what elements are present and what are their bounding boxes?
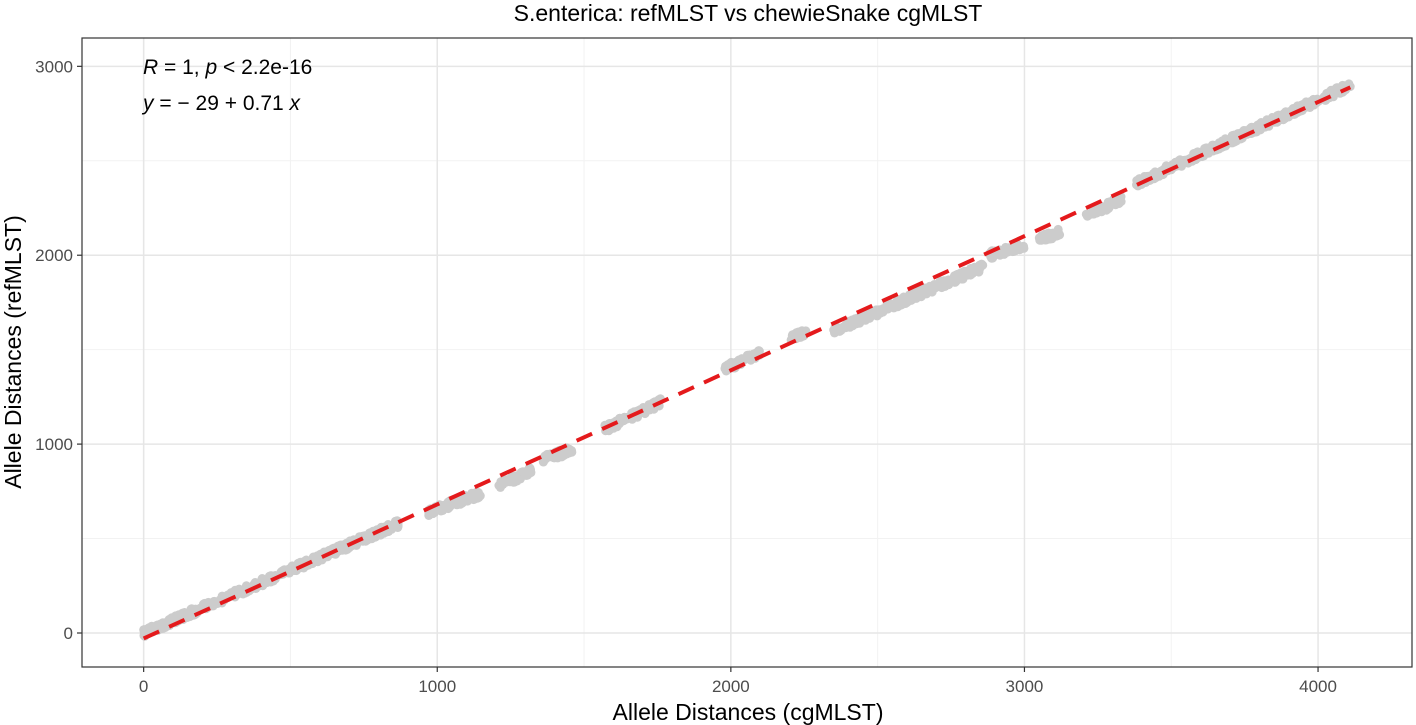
x-tick-label: 2000 [712, 677, 750, 696]
data-point [788, 330, 798, 340]
data-point [749, 349, 758, 359]
annot-y: y [141, 92, 155, 115]
x-tick-label: 4000 [1299, 677, 1337, 696]
x-tick-label: 0 [139, 677, 148, 696]
data-point [1344, 79, 1354, 89]
data-point [1009, 244, 1018, 254]
data-point [1102, 204, 1112, 214]
data-point [1016, 244, 1025, 253]
data-point [876, 308, 885, 318]
y-axis-title: Allele Distances (refMLST) [0, 215, 26, 489]
data-point [429, 507, 439, 517]
regression-annotation: y = − 29 + 0.71 x [141, 92, 302, 115]
data-point [1231, 136, 1241, 146]
data-point [720, 364, 730, 374]
data-point [973, 265, 983, 275]
data-points [139, 79, 1355, 641]
data-point [1274, 110, 1284, 120]
data-point [835, 325, 844, 335]
data-point [178, 611, 188, 621]
data-point [966, 264, 976, 273]
data-point [1045, 234, 1055, 244]
data-point [285, 564, 295, 574]
data-point [523, 470, 533, 480]
data-point [892, 302, 902, 311]
annot-eq1: = 1, [158, 56, 205, 79]
data-point [851, 319, 861, 329]
data-point [209, 596, 219, 606]
data-point [310, 553, 319, 563]
x-tick-label: 1000 [418, 677, 456, 696]
plot-panel-border [81, 37, 1413, 668]
data-point [842, 320, 852, 330]
y-tick-label: 3000 [35, 57, 73, 76]
fit-line-group [142, 85, 1352, 641]
annot-eq: = − 29 + 0.71 [154, 92, 290, 115]
data-point [913, 288, 923, 298]
data-point [641, 403, 651, 413]
data-point [474, 492, 483, 502]
data-point [797, 326, 807, 336]
data-point [1151, 172, 1161, 182]
annot-p: p [204, 56, 217, 79]
data-point [365, 531, 375, 540]
data-point [541, 451, 551, 461]
data-point [899, 292, 909, 302]
annot-r: R [143, 56, 158, 79]
data-point [883, 304, 893, 314]
data-point [953, 273, 963, 283]
data-point [1087, 208, 1097, 218]
annot-eq2: < 2.2e-16 [217, 56, 312, 79]
data-point [467, 492, 477, 502]
x-tick-label: 3000 [1006, 677, 1044, 696]
correlation-annotation: R = 1, p < 2.2e-16 [143, 56, 312, 79]
annot-x: x [289, 92, 302, 115]
y-tick-label: 2000 [35, 246, 73, 265]
data-point [940, 281, 950, 291]
data-point [438, 506, 448, 515]
data-point [139, 628, 149, 638]
x-axis-ticks: 0 1000 2000 3000 4000 [139, 667, 1337, 696]
data-point [264, 575, 274, 585]
y-tick-label: 0 [64, 624, 73, 643]
data-point [186, 608, 196, 617]
data-point [512, 476, 522, 486]
data-point [1280, 110, 1290, 120]
data-point [859, 315, 869, 325]
data-point [335, 543, 345, 553]
data-point [1307, 96, 1317, 106]
data-point [459, 496, 469, 506]
y-axis-ticks: 0 1000 2000 3000 [35, 57, 82, 643]
chart-title: S.enterica: refMLST vs chewieSnake cgMLS… [514, 0, 983, 26]
data-point [1035, 235, 1045, 245]
data-point [931, 282, 941, 292]
x-axis-title: Allele Distances (cgMLST) [613, 699, 884, 725]
regression-line [142, 85, 1352, 641]
data-point [1114, 199, 1124, 209]
data-point [499, 475, 509, 485]
grid-major [82, 38, 1412, 667]
grid-minor [82, 38, 1412, 667]
y-tick-label: 1000 [35, 435, 73, 454]
data-point [1053, 224, 1063, 234]
